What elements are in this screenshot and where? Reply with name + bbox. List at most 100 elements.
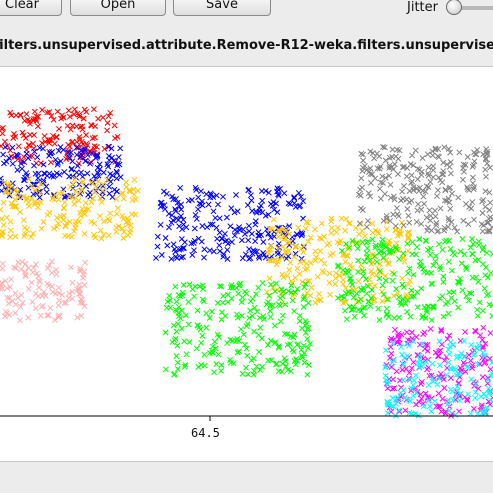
data-point bbox=[455, 371, 462, 378]
data-point bbox=[390, 193, 397, 200]
data-point bbox=[359, 207, 366, 213]
data-point bbox=[464, 397, 471, 404]
data-point bbox=[487, 164, 493, 171]
data-point bbox=[22, 261, 29, 267]
data-point bbox=[449, 388, 456, 395]
data-point bbox=[389, 146, 396, 153]
data-point bbox=[333, 270, 340, 277]
data-point bbox=[119, 225, 126, 232]
data-point bbox=[170, 241, 177, 248]
data-point bbox=[260, 239, 267, 245]
data-point bbox=[60, 217, 67, 224]
data-point bbox=[464, 154, 471, 160]
data-point bbox=[363, 223, 370, 230]
data-point bbox=[60, 204, 67, 211]
data-point bbox=[169, 193, 176, 200]
data-point bbox=[425, 172, 432, 179]
data-point bbox=[451, 298, 458, 305]
data-point bbox=[275, 368, 282, 375]
data-point bbox=[17, 303, 24, 310]
data-point bbox=[430, 378, 437, 385]
data-point bbox=[369, 236, 376, 243]
data-point bbox=[183, 351, 190, 358]
data-point bbox=[436, 338, 443, 345]
save-button[interactable]: Save bbox=[173, 0, 271, 16]
data-point bbox=[407, 277, 414, 284]
data-point bbox=[46, 109, 53, 116]
data-point bbox=[303, 219, 310, 226]
data-point bbox=[55, 220, 62, 227]
plot-panel[interactable] bbox=[0, 66, 493, 462]
data-point bbox=[114, 162, 121, 169]
data-point bbox=[357, 192, 364, 199]
data-point bbox=[479, 345, 486, 352]
data-point bbox=[8, 112, 15, 119]
data-point bbox=[253, 291, 259, 298]
data-point bbox=[465, 391, 472, 398]
data-point bbox=[389, 154, 396, 161]
jitter-slider-track[interactable] bbox=[450, 6, 493, 10]
data-point bbox=[40, 218, 47, 225]
data-point bbox=[195, 235, 202, 242]
data-point bbox=[76, 285, 83, 292]
data-point bbox=[376, 165, 383, 172]
data-point bbox=[69, 279, 76, 286]
data-point bbox=[479, 307, 486, 314]
data-point bbox=[25, 184, 32, 191]
data-point bbox=[368, 295, 375, 302]
data-point bbox=[364, 283, 371, 290]
data-point bbox=[371, 155, 378, 162]
jitter-slider-thumb[interactable] bbox=[446, 0, 462, 15]
data-point bbox=[46, 152, 53, 159]
data-point bbox=[81, 211, 88, 218]
data-point bbox=[219, 299, 226, 306]
data-point bbox=[88, 218, 95, 225]
data-point bbox=[483, 173, 489, 180]
data-point bbox=[387, 246, 394, 253]
data-point bbox=[474, 146, 481, 153]
data-point bbox=[267, 226, 274, 232]
data-point bbox=[468, 376, 475, 383]
data-point bbox=[403, 340, 410, 347]
data-point bbox=[464, 184, 471, 191]
data-point bbox=[53, 133, 60, 140]
data-point bbox=[447, 159, 454, 166]
data-point bbox=[98, 199, 105, 206]
data-point bbox=[183, 224, 190, 231]
data-point bbox=[344, 253, 351, 260]
data-point bbox=[286, 247, 292, 254]
data-point bbox=[36, 277, 42, 284]
data-point bbox=[427, 212, 434, 219]
data-point bbox=[267, 308, 274, 314]
data-point bbox=[239, 255, 246, 262]
data-point bbox=[329, 250, 336, 257]
data-point bbox=[29, 153, 36, 160]
data-point bbox=[434, 187, 441, 194]
open-button[interactable]: Open bbox=[70, 0, 166, 16]
data-point bbox=[100, 114, 106, 121]
data-point bbox=[174, 359, 181, 366]
data-point bbox=[481, 355, 488, 362]
data-point bbox=[388, 164, 395, 171]
data-point bbox=[114, 133, 121, 140]
data-point bbox=[30, 230, 37, 237]
data-point bbox=[423, 358, 429, 365]
data-point bbox=[171, 246, 178, 253]
data-point bbox=[439, 293, 446, 300]
data-point bbox=[480, 197, 487, 203]
data-point bbox=[444, 401, 451, 408]
data-point bbox=[224, 256, 231, 262]
data-point bbox=[265, 189, 272, 196]
data-point bbox=[59, 292, 66, 299]
data-point bbox=[276, 302, 283, 309]
data-point bbox=[238, 237, 245, 244]
data-point bbox=[267, 281, 274, 288]
scatter-plot[interactable] bbox=[0, 67, 493, 461]
data-point bbox=[383, 212, 390, 219]
data-point bbox=[399, 366, 406, 373]
data-point bbox=[174, 342, 181, 349]
data-point bbox=[48, 137, 55, 143]
clear-button[interactable]: Clear bbox=[0, 0, 62, 16]
data-point bbox=[428, 280, 435, 287]
data-point bbox=[445, 146, 452, 152]
